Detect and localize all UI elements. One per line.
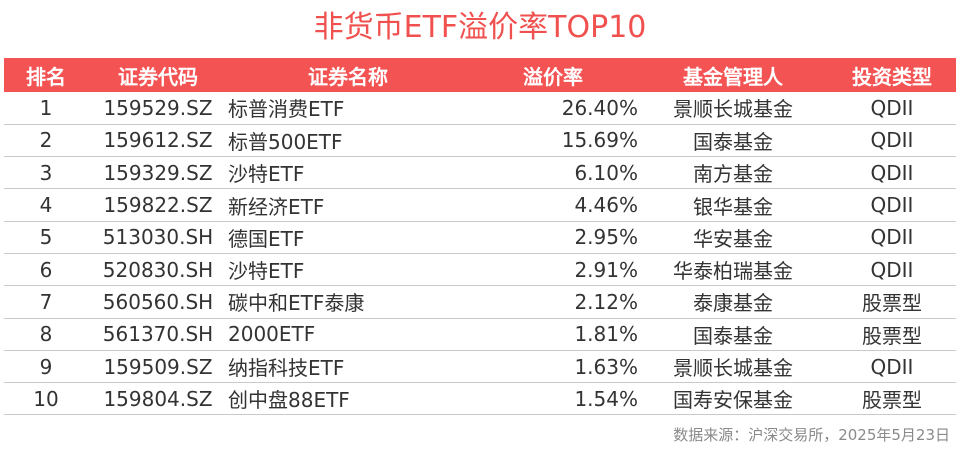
cell-name: 新经济ETF: [228, 194, 325, 219]
header-code: 证券代码: [118, 64, 198, 89]
cell-code: 513030.SH: [102, 225, 214, 250]
cell-type: QDII: [870, 95, 914, 120]
cell-type: 股票型: [862, 291, 922, 316]
etf-premium-table: 排名 证券代码 证券名称 溢价率 基金管理人 投资类型 1 159529.SZ 标普…: [4, 58, 956, 415]
cell-name: 纳指科技ETF: [228, 356, 345, 381]
cell-manager: 国泰基金: [693, 129, 773, 154]
cell-name: 沙特ETF: [228, 162, 305, 187]
table-body: 1 159529.SZ 标普消费ETF 26.40% 景顺长城基金 QDII 2 159612…: [4, 92, 956, 415]
table-row: 8 561370.SH 2000ETF 1.81% 国泰基金 股票型: [4, 318, 956, 351]
cell-code: 159822.SZ: [103, 193, 213, 218]
cell-type: QDII: [870, 225, 914, 250]
cell-premium: 2.12%: [574, 289, 638, 314]
table-row: 6 520830.SH 沙特ETF 2.91% 华泰柏瑞基金 QDII: [4, 253, 956, 286]
cell-code: 159612.SZ: [103, 128, 213, 153]
cell-premium: 15.69%: [561, 128, 638, 153]
cell-type: QDII: [870, 128, 914, 153]
cell-name: 碳中和ETF泰康: [228, 291, 365, 316]
header-premium: 溢价率: [523, 64, 583, 89]
table-header: 排名 证券代码 证券名称 溢价率 基金管理人 投资类型: [4, 58, 956, 92]
cell-name: 创中盘88ETF: [228, 388, 350, 413]
cell-type: 股票型: [862, 388, 922, 413]
chart-title: 非货币ETF溢价率TOP10: [313, 10, 647, 45]
cell-premium: 1.81%: [574, 322, 638, 347]
header-manager: 基金管理人: [683, 64, 783, 89]
cell-type: QDII: [870, 193, 914, 218]
cell-rank: 4: [39, 193, 53, 218]
cell-rank: 2: [39, 128, 53, 153]
cell-rank: 9: [39, 354, 53, 379]
cell-code: 560560.SH: [102, 289, 214, 314]
header-row: 排名 证券代码 证券名称 溢价率 基金管理人 投资类型: [4, 58, 956, 92]
cell-premium: 1.54%: [574, 386, 638, 411]
table-row: 10 159804.SZ 创中盘88ETF 1.54% 国寿安保基金 股票型: [4, 383, 956, 415]
cell-manager: 国泰基金: [693, 323, 773, 348]
cell-code: 159509.SZ: [103, 354, 213, 379]
cell-code: 159329.SZ: [103, 160, 213, 185]
table-row: 1 159529.SZ 标普消费ETF 26.40% 景顺长城基金 QDII: [4, 92, 956, 125]
data-source-note: 数据来源：沪深交易所，2025年5月23日: [673, 426, 950, 444]
table-row: 4 159822.SZ 新经济ETF 4.46% 银华基金 QDII: [4, 189, 956, 222]
cell-name: 2000ETF: [228, 322, 316, 347]
cell-rank: 7: [39, 289, 53, 314]
cell-name: 标普500ETF: [228, 129, 343, 154]
cell-manager: 南方基金: [693, 162, 773, 187]
cell-manager: 银华基金: [693, 194, 773, 219]
table-row: 2 159612.SZ 标普500ETF 15.69% 国泰基金 QDII: [4, 124, 956, 157]
cell-rank: 10: [33, 386, 59, 411]
cell-type: QDII: [870, 160, 914, 185]
cell-premium: 1.63%: [574, 354, 638, 379]
cell-manager: 国寿安保基金: [673, 388, 793, 413]
header-name: 证券名称: [308, 64, 388, 89]
cell-code: 561370.SH: [102, 322, 214, 347]
cell-name: 德国ETF: [228, 226, 305, 251]
cell-premium: 26.40%: [561, 95, 638, 120]
cell-rank: 8: [39, 322, 53, 347]
table-row: 5 513030.SH 德国ETF 2.95% 华安基金 QDII: [4, 221, 956, 254]
cell-manager: 景顺长城基金: [673, 356, 793, 381]
cell-premium: 4.46%: [574, 193, 638, 218]
cell-rank: 5: [39, 225, 53, 250]
cell-type: QDII: [870, 354, 914, 379]
cell-manager: 泰康基金: [693, 291, 773, 316]
cell-premium: 2.95%: [574, 225, 638, 250]
cell-code: 520830.SH: [102, 257, 214, 282]
table-row: 3 159329.SZ 沙特ETF 6.10% 南方基金 QDII: [4, 157, 956, 189]
cell-type: 股票型: [862, 323, 922, 348]
cell-premium: 2.91%: [574, 257, 638, 282]
header-rank: 排名: [26, 64, 66, 89]
header-type: 投资类型: [852, 64, 932, 89]
cell-premium: 6.10%: [574, 160, 638, 185]
cell-rank: 6: [39, 257, 53, 282]
table-row: 7 560560.SH 碳中和ETF泰康 2.12% 泰康基金 股票型: [4, 286, 956, 319]
cell-rank: 1: [39, 95, 53, 120]
cell-name: 标普消费ETF: [228, 97, 345, 122]
cell-manager: 景顺长城基金: [673, 97, 793, 122]
cell-type: QDII: [870, 257, 914, 282]
cell-manager: 华安基金: [693, 226, 773, 251]
cell-name: 沙特ETF: [228, 259, 305, 284]
table-row: 9 159509.SZ 纳指科技ETF 1.63% 景顺长城基金 QDII: [4, 350, 956, 383]
cell-code: 159804.SZ: [103, 386, 213, 411]
cell-manager: 华泰柏瑞基金: [673, 259, 793, 284]
cell-rank: 3: [39, 160, 53, 185]
cell-code: 159529.SZ: [103, 95, 213, 120]
